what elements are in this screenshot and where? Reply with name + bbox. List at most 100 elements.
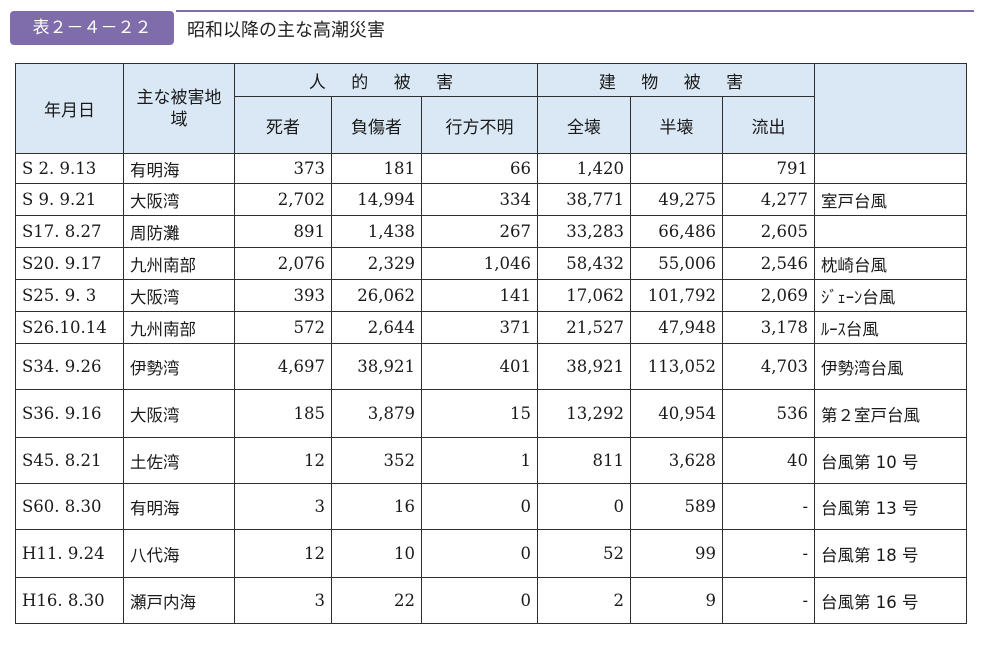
cell-destroyed: 21,527 — [537, 311, 632, 344]
header-injured: 負傷者 — [331, 96, 422, 154]
cell-half-destroyed: 589 — [630, 483, 724, 530]
cell-injured: 26,062 — [331, 279, 422, 312]
cell-typhoon-name: ﾙｰｽ台風 — [814, 311, 968, 344]
cell-area: 大阪湾 — [123, 389, 235, 438]
cell-missing: 0 — [420, 529, 539, 578]
cell-destroyed: 2 — [537, 577, 632, 624]
header-missing: 行方不明 — [420, 96, 539, 154]
cell-destroyed: 38,921 — [537, 343, 632, 390]
cell-destroyed: 17,062 — [537, 279, 632, 312]
header-deaths: 死者 — [234, 96, 332, 154]
header-human-damage: 人 的 被 害 — [233, 63, 539, 97]
cell-deaths: 185 — [234, 389, 332, 438]
cell-half-destroyed: 9 — [630, 577, 724, 624]
cell-missing: 1,046 — [420, 247, 539, 280]
cell-deaths: 4,697 — [234, 343, 332, 390]
cell-date: S34. 9.26 — [15, 343, 124, 390]
cell-injured: 16 — [331, 483, 422, 530]
cell-date: S60. 8.30 — [15, 483, 124, 530]
cell-typhoon-name: 台風第 16 号 — [814, 577, 968, 624]
cell-missing: 141 — [420, 279, 539, 312]
table-row: S25. 9. 3 大阪湾 393 26,062 141 17,062 101,792 2,0… — [15, 279, 968, 312]
cell-half-destroyed: 40,954 — [630, 389, 724, 438]
cell-typhoon-name: 台風第 10 号 — [814, 437, 968, 484]
cell-washed-away: 3,178 — [722, 311, 816, 344]
cell-area: 伊勢湾 — [123, 343, 235, 390]
cell-destroyed: 52 — [537, 529, 632, 578]
cell-date: S45. 8.21 — [15, 437, 124, 484]
cell-washed-away: - — [722, 529, 816, 578]
cell-injured: 2,329 — [331, 247, 422, 280]
cell-destroyed: 1,420 — [537, 153, 632, 184]
cell-injured: 352 — [331, 437, 422, 484]
cell-deaths: 3 — [234, 483, 332, 530]
cell-washed-away: - — [722, 483, 816, 530]
cell-half-destroyed: 113,052 — [630, 343, 724, 390]
cell-area: 有明海 — [123, 153, 235, 184]
cell-deaths: 891 — [234, 215, 332, 248]
cell-missing: 0 — [420, 483, 539, 530]
cell-typhoon-name: 第２室戸台風 — [814, 389, 968, 438]
cell-area: 周防灘 — [123, 215, 235, 248]
table-row: S 2. 9.13 有明海 373 181 66 1,420 791 — [15, 153, 968, 184]
cell-typhoon-name: 室戸台風 — [814, 183, 968, 216]
cell-area: 九州南部 — [123, 311, 235, 344]
table-row: S 9. 9.21 大阪湾 2,702 14,994 334 38,771 49,275 4,… — [15, 183, 968, 216]
cell-date: S25. 9. 3 — [15, 279, 124, 312]
cell-missing: 15 — [420, 389, 539, 438]
cell-date: H11. 9.24 — [15, 529, 124, 578]
cell-deaths: 2,702 — [234, 183, 332, 216]
cell-washed-away: 2,546 — [722, 247, 816, 280]
cell-deaths: 3 — [234, 577, 332, 624]
cell-date: S20. 9.17 — [15, 247, 124, 280]
cell-washed-away: 791 — [722, 153, 816, 184]
table-title: 昭和以降の主な高潮災害 — [187, 20, 385, 41]
cell-area: 瀬戸内海 — [123, 577, 235, 624]
cell-half-destroyed: 101,792 — [630, 279, 724, 312]
cell-date: S36. 9.16 — [15, 389, 124, 438]
cell-half-destroyed: 55,006 — [630, 247, 724, 280]
cell-deaths: 572 — [234, 311, 332, 344]
header-half-destroyed: 半壊 — [630, 96, 724, 154]
cell-deaths: 373 — [234, 153, 332, 184]
cell-date: S 9. 9.21 — [15, 183, 124, 216]
cell-injured: 10 — [331, 529, 422, 578]
cell-date: S17. 8.27 — [15, 215, 124, 248]
table-row: S60. 8.30 有明海 3 16 0 0 589- 台風第 13 号 — [15, 483, 968, 530]
cell-destroyed: 38,771 — [537, 183, 632, 216]
table-row: S20. 9.17 九州南部 2,076 2,329 1,046 58,432 55,006… — [15, 247, 968, 280]
cell-destroyed: 0 — [537, 483, 632, 530]
header-typhoon-name — [814, 63, 968, 154]
header-washed-away: 流出 — [722, 96, 816, 154]
cell-injured: 181 — [331, 153, 422, 184]
cell-destroyed: 13,292 — [537, 389, 632, 438]
cell-typhoon-name: 枕崎台風 — [814, 247, 968, 280]
cell-typhoon-name: 伊勢湾台風 — [814, 343, 968, 390]
cell-deaths: 2,076 — [234, 247, 332, 280]
cell-injured: 22 — [331, 577, 422, 624]
cell-injured: 38,921 — [331, 343, 422, 390]
cell-deaths: 12 — [234, 529, 332, 578]
cell-date: S 2. 9.13 — [15, 153, 124, 184]
cell-washed-away: 4,277 — [722, 183, 816, 216]
cell-half-destroyed: 3,628 — [630, 437, 724, 484]
header-area: 主な被害地域 — [123, 63, 235, 154]
cell-washed-away: 2,605 — [722, 215, 816, 248]
cell-area: 八代海 — [123, 529, 235, 578]
cell-half-destroyed: 49,275 — [630, 183, 724, 216]
title-rule — [176, 10, 974, 12]
table-row: S34. 9.26 伊勢湾 4,697 38,921 401 38,921 113,052 4… — [15, 343, 968, 390]
cell-deaths: 12 — [234, 437, 332, 484]
cell-half-destroyed: 47,948 — [630, 311, 724, 344]
header-building-damage: 建 物 被 害 — [537, 63, 816, 97]
cell-typhoon-name — [814, 215, 968, 248]
table-row: S26.10.14 九州南部 572 2,644 371 21,527 47,948 3,17… — [15, 311, 968, 344]
cell-missing: 334 — [420, 183, 539, 216]
table-number-label: 表２－４－２２ — [10, 11, 174, 45]
cell-deaths: 393 — [234, 279, 332, 312]
cell-injured: 1,438 — [331, 215, 422, 248]
cell-missing: 401 — [420, 343, 539, 390]
table-row: S17. 8.27 周防灘 891 1,438 267 33,283 66,486 2,605 — [15, 215, 968, 248]
cell-area: 有明海 — [123, 483, 235, 530]
header-destroyed: 全壊 — [537, 96, 632, 154]
